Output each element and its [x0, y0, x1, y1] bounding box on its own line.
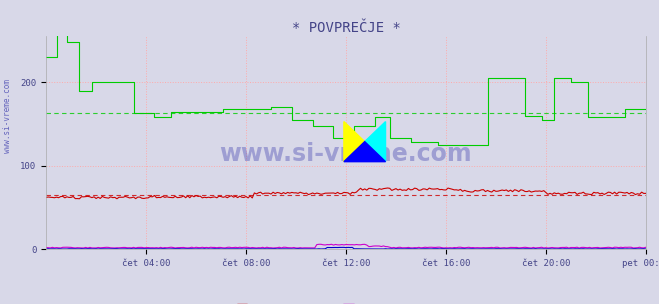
Polygon shape [344, 122, 364, 162]
Polygon shape [344, 142, 386, 162]
Title: * POVPREČJE *: * POVPREČJE * [291, 21, 401, 35]
Polygon shape [364, 122, 386, 162]
Text: www.si-vreme.com: www.si-vreme.com [3, 78, 13, 153]
Legend: temperatura[F], smer vetra[st.], hitrost vetra[mph], padavine[in]: temperatura[F], smer vetra[st.], hitrost… [233, 301, 459, 304]
Text: www.si-vreme.com: www.si-vreme.com [219, 142, 473, 165]
